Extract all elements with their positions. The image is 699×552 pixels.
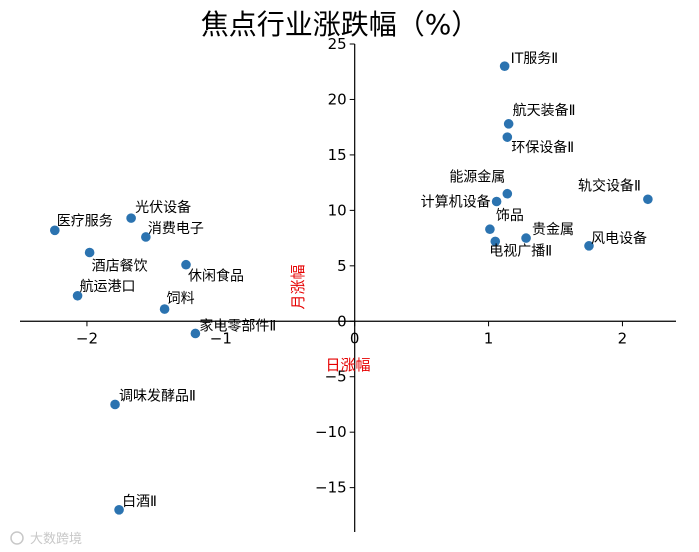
point-label: 调味发酵品Ⅱ — [119, 388, 196, 404]
scatter-point — [643, 194, 653, 205]
y-tick-label: 0 — [337, 312, 347, 330]
scatter-point — [72, 290, 83, 301]
point-label: 休闲食品 — [188, 268, 244, 285]
y-tick-label: 15 — [328, 146, 347, 164]
x-axis-label: 日涨幅 — [325, 356, 370, 374]
point-label: 光伏设备 — [135, 199, 191, 216]
point-label: 医疗服务 — [57, 213, 113, 229]
point-label: 家电零部件Ⅱ — [199, 317, 276, 334]
y-tick-label: −15 — [315, 479, 347, 497]
point-label: 酒店餐饮 — [92, 259, 148, 275]
y-tick-label: 20 — [328, 90, 347, 108]
point-label: 航天装备Ⅱ — [513, 102, 576, 119]
x-tick-label: −2 — [76, 329, 98, 347]
scatter-point — [521, 233, 531, 243]
point-label: 轨交设备Ⅱ — [578, 177, 641, 194]
scatter-point — [485, 224, 495, 235]
scatter-point — [491, 196, 502, 207]
point-label: 消费电子 — [148, 221, 204, 237]
scatter-point — [126, 213, 136, 223]
scatter-point — [490, 236, 501, 247]
watermark-text: 大数跨境 — [30, 532, 82, 547]
point-label: 航运港口 — [80, 279, 136, 295]
y-tick-label: 25 — [328, 35, 347, 53]
point-label: 计算机设备 — [421, 193, 491, 210]
scatter-point — [499, 61, 510, 71]
point-label: 风电设备 — [591, 230, 647, 247]
y-tick-label: −10 — [315, 423, 347, 441]
watermark: 大数跨境 — [10, 531, 82, 547]
scatter-point — [584, 241, 594, 251]
scatter-point — [50, 225, 60, 236]
scatter-point — [502, 188, 513, 199]
x-tick-label: 2 — [618, 329, 628, 347]
watermark-icon — [10, 531, 24, 545]
scatter-point — [190, 328, 201, 339]
scatter-point — [110, 399, 120, 410]
point-label: 饰品 — [496, 208, 524, 224]
y-tick-label: 10 — [328, 201, 347, 219]
x-tick-label: 1 — [484, 329, 494, 347]
scatter-point — [159, 304, 170, 314]
x-tick-label: −1 — [210, 329, 232, 347]
point-label: 环保设备Ⅱ — [511, 139, 574, 156]
y-axis-label: 月涨幅 — [289, 264, 307, 309]
point-label: 贵金属 — [532, 222, 574, 238]
point-label: 电视广播Ⅱ — [489, 243, 552, 259]
point-label: 白酒Ⅱ — [122, 494, 157, 510]
scatter-point — [503, 119, 514, 129]
scatter-point — [181, 259, 191, 270]
y-tick-label: 5 — [337, 257, 347, 275]
scatter-point — [84, 247, 95, 258]
scatter-point — [141, 232, 151, 242]
point-label: 饲料 — [167, 291, 195, 307]
y-tick-label: −5 — [325, 368, 347, 386]
point-label: 能源金属 — [449, 170, 505, 186]
x-tick-label: 0 — [350, 329, 360, 347]
chart-title: 焦点行业涨跌幅（%） — [201, 8, 480, 41]
scatter-point — [502, 132, 513, 142]
scatter-point — [114, 505, 124, 515]
point-label: IT服务Ⅱ — [511, 51, 559, 67]
